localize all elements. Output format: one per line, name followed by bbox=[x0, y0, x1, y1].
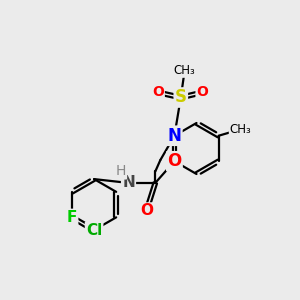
Text: O: O bbox=[140, 203, 153, 218]
Text: F: F bbox=[67, 210, 77, 225]
Text: O: O bbox=[152, 85, 164, 99]
Text: N: N bbox=[122, 176, 135, 190]
Text: N: N bbox=[167, 127, 182, 145]
Text: H: H bbox=[116, 164, 126, 178]
Text: O: O bbox=[167, 152, 182, 170]
Text: CH₃: CH₃ bbox=[230, 123, 251, 136]
Text: O: O bbox=[196, 85, 208, 99]
Text: Cl: Cl bbox=[86, 223, 102, 238]
Text: H: H bbox=[124, 176, 133, 189]
Text: S: S bbox=[175, 88, 187, 106]
Text: CH₃: CH₃ bbox=[174, 64, 196, 77]
